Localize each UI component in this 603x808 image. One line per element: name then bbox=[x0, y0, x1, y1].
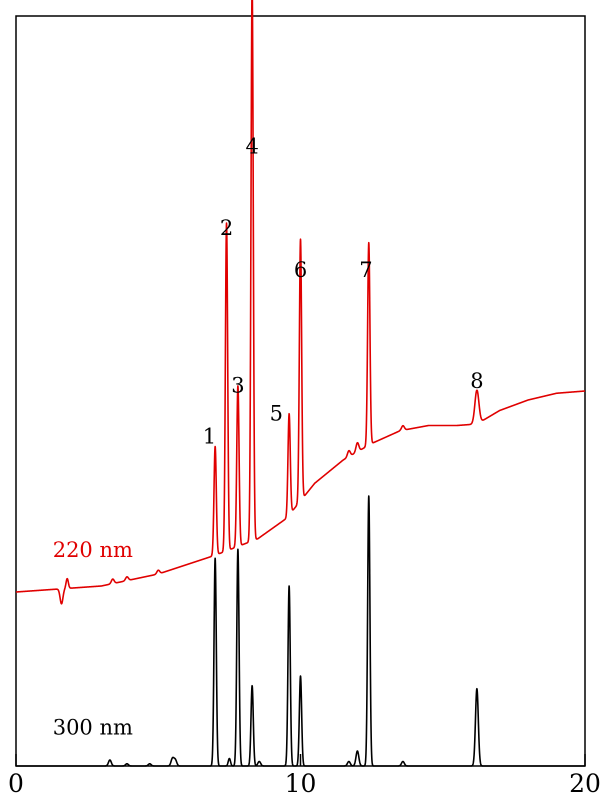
peak-label: 8 bbox=[470, 369, 483, 393]
plot-frame bbox=[15, 15, 586, 767]
x-tick-label: 20 bbox=[569, 769, 601, 798]
peak-label: 3 bbox=[231, 374, 244, 398]
x-axis-ticks: 0 10 20 bbox=[8, 754, 601, 798]
peak-label: 6 bbox=[294, 258, 307, 282]
trace-label: 220 nm bbox=[53, 538, 133, 562]
peak-label: 2 bbox=[220, 216, 233, 240]
traces bbox=[15, 0, 586, 767]
x-tick-label: 0 bbox=[8, 769, 24, 798]
peak-label: 5 bbox=[270, 401, 283, 425]
trace-0 bbox=[15, 0, 586, 605]
trace-label: 300 nm bbox=[53, 716, 133, 740]
peak-label: 1 bbox=[203, 425, 216, 449]
trace-1 bbox=[15, 495, 586, 767]
peak-label: 4 bbox=[245, 134, 258, 158]
x-tick-label: 10 bbox=[285, 769, 317, 798]
annotations: 1 2 3 4 5 6 7 8 220 nm 300 nm bbox=[53, 134, 484, 739]
peak-label: 7 bbox=[359, 258, 372, 282]
